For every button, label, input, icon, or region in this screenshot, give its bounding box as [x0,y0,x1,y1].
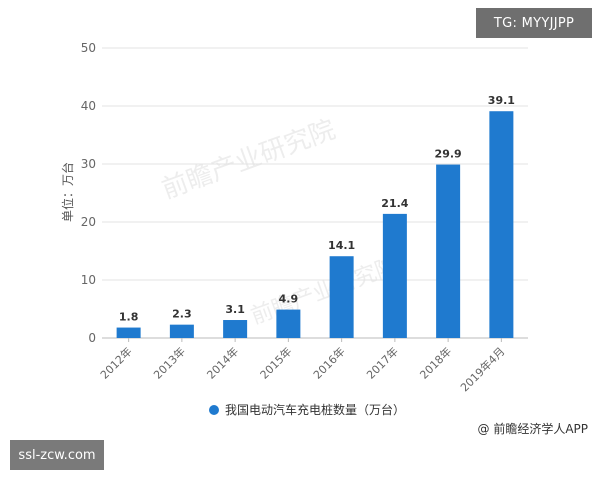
data-label: 21.4 [381,197,408,210]
x-tick-label: 2017年 [364,344,401,381]
data-label: 29.9 [435,148,462,161]
x-tick-label: 2014年 [204,344,241,381]
data-label: 39.1 [488,94,515,107]
data-label: 2.3 [172,308,192,321]
bar [329,256,354,338]
data-label: 4.9 [279,293,299,306]
x-tick-label: 2016年 [310,344,347,381]
svg-text:前瞻产业研究院: 前瞻产业研究院 [158,115,339,205]
bar [382,213,407,338]
x-tick-label: 2013年 [151,344,188,381]
y-tick-label: 10 [81,273,96,287]
legend-marker [209,405,219,415]
data-label: 14.1 [328,239,355,252]
tg-badge-text: TG: MYYJJPP [493,15,575,31]
y-tick-label: 0 [88,331,96,345]
y-tick-label: 20 [81,215,96,229]
x-tick-label: 2015年 [257,344,294,381]
x-tick-label: 2018年 [417,344,454,381]
bar [116,327,141,338]
bar [223,320,248,338]
bar [436,164,461,338]
site-badge: ssl-zcw.com [10,440,104,470]
tg-badge: TG: MYYJJPP [476,8,592,38]
svg-text:前瞻产业研究院: 前瞻产业研究院 [248,253,401,329]
bar [489,111,514,338]
x-tick-label: 2019年4月 [457,344,507,394]
y-tick-label: 30 [81,157,96,171]
x-tick-label: 2012年 [97,344,134,381]
source-credit: @ 前瞻经济学人APP [478,421,589,436]
data-label: 3.1 [225,303,245,316]
site-badge-text: ssl-zcw.com [18,447,96,463]
legend-label: 我国电动汽车充电桩数量（万台） [225,402,405,417]
y-tick-label: 50 [81,41,96,55]
y-axis-label: 单位：万台 [60,162,75,222]
bar [169,324,194,338]
y-tick-label: 40 [81,99,96,113]
data-label: 1.8 [119,311,139,324]
bar [276,309,301,338]
